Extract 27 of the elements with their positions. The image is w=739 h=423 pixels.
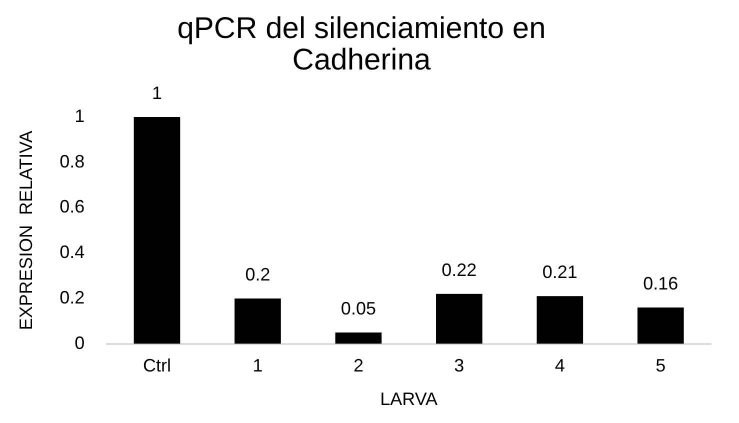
x-tick-label: 5 [656, 356, 666, 376]
data-label: 0.2 [245, 264, 270, 284]
y-tick-label: 0.6 [60, 196, 85, 217]
y-tick-label: 0 [74, 332, 85, 353]
data-label: 0.22 [442, 260, 477, 280]
data-label: 1 [152, 82, 162, 103]
x-tick-label: 3 [454, 356, 464, 376]
x-tick-label: 4 [554, 356, 565, 376]
y-axis-title: EXPRESION RELATIVA [16, 130, 36, 330]
y-tick-label: 1 [74, 106, 85, 126]
y-tick-label: 0.2 [60, 287, 85, 308]
bar [335, 332, 382, 344]
bar [637, 308, 684, 344]
y-tick-label: 0.4 [60, 242, 85, 262]
data-label: 0.16 [643, 273, 678, 294]
data-label: 0.21 [542, 262, 578, 282]
data-label: 0.05 [340, 298, 376, 318]
bar [134, 117, 180, 344]
x-tick-label: 1 [252, 356, 263, 376]
x-tick-label: Ctrl [142, 356, 171, 376]
x-axis-title: LARVA [380, 389, 438, 410]
bar [436, 294, 482, 344]
bar [536, 296, 584, 344]
chart-title: qPCR del silenciamiento en Cadherina [177, 12, 546, 77]
y-tick-label: 0.8 [60, 151, 85, 172]
bar [234, 298, 281, 344]
x-tick-label: 2 [353, 356, 364, 376]
